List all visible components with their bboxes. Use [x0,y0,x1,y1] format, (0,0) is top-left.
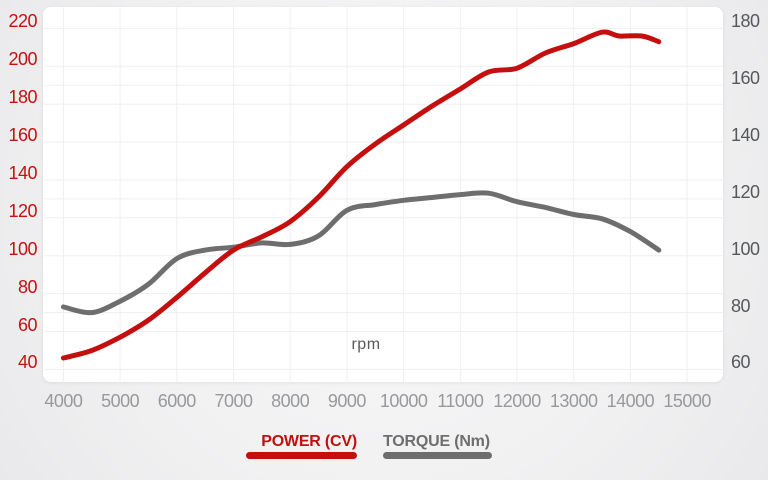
x-tick-10000: 10000 [379,391,428,411]
y-right-tick-120: 120 [731,181,760,202]
legend-torque-label[interactable]: TORQUE (Nm) [383,433,490,450]
x-tick-14000: 14000 [606,391,655,411]
y-left-tick-200: 200 [8,49,37,70]
y-right-tick-140: 140 [731,125,760,146]
y-left-tick-40: 40 [17,352,38,373]
y-left-tick-180: 180 [8,87,37,108]
y-right-tick-60: 60 [731,352,751,373]
legend-power-swatch[interactable] [246,452,357,459]
x-tick-8000: 8000 [271,391,310,411]
y-left-tick-120: 120 [8,200,37,221]
y-left-tick-220: 220 [8,11,37,32]
x-tick-6000: 6000 [157,391,197,411]
x-tick-12000: 12000 [493,391,541,411]
y-right-tick-180: 180 [731,11,760,32]
x-tick-11000: 11000 [437,391,484,411]
x-tick-9000: 9000 [327,391,367,411]
y-left-tick-100: 100 [8,238,37,259]
y-left-tick-80: 80 [17,276,38,297]
series-line-power [60,29,662,361]
series-line-torque [60,190,662,316]
legend-power-label[interactable]: POWER (CV) [261,433,357,450]
x-tick-4000: 4000 [44,391,83,411]
x-tick-7000: 7000 [214,391,253,411]
x-tick-13000: 13000 [549,391,598,411]
x-tick-5000: 5000 [101,391,140,411]
y-left-tick-140: 140 [8,162,37,183]
y-left-tick-160: 160 [8,125,37,146]
legend-torque-swatch[interactable] [383,452,492,459]
y-right-tick-80: 80 [731,295,751,316]
x-tick-15000: 15000 [663,391,711,411]
y-left-tick-60: 60 [17,314,38,335]
x-axis-title: rpm [351,336,381,353]
y-right-tick-100: 100 [731,238,760,259]
y-right-tick-160: 160 [731,68,760,89]
chart-card [43,7,723,382]
